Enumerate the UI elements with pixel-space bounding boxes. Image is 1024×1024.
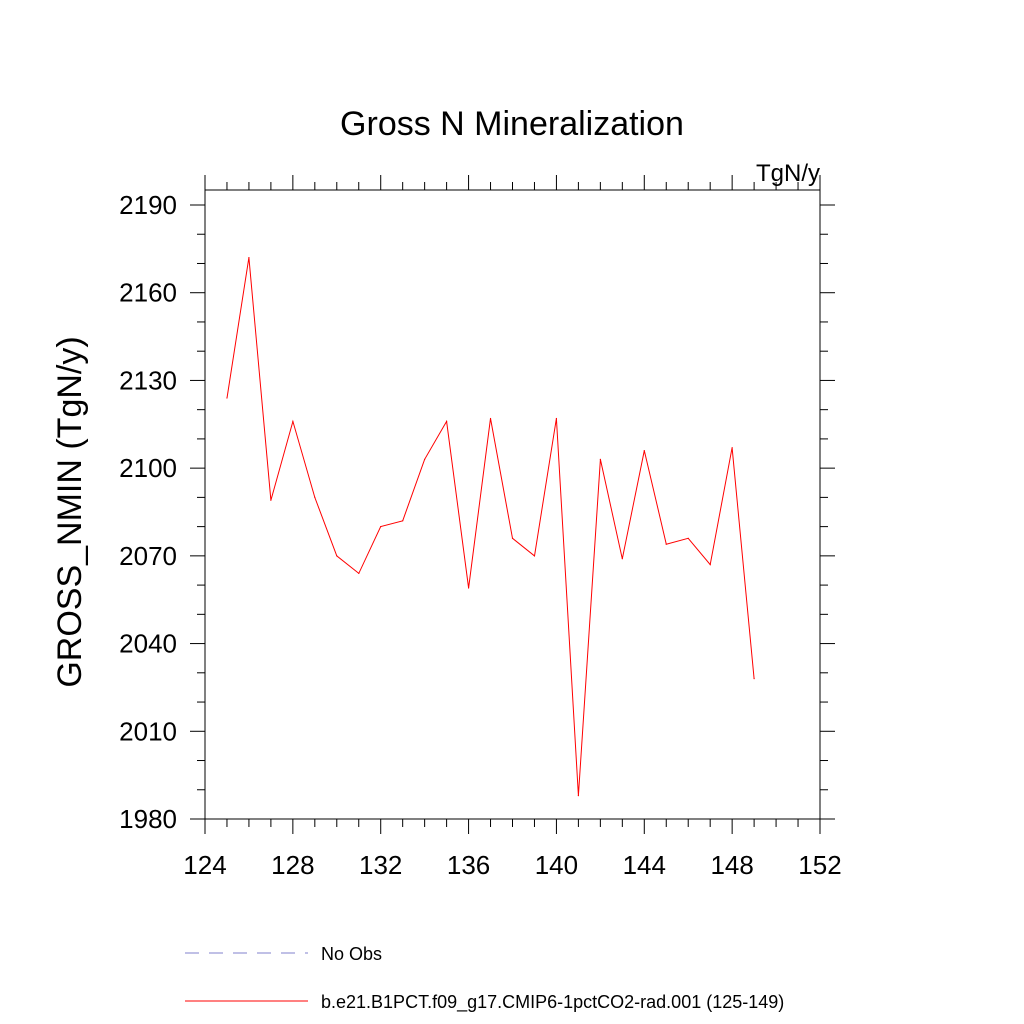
units-label: TgN/y bbox=[756, 160, 820, 187]
data-point bbox=[533, 555, 536, 557]
x-tick-label: 124 bbox=[183, 850, 226, 880]
x-tick-label: 132 bbox=[359, 850, 402, 880]
data-point bbox=[489, 417, 492, 420]
data-point bbox=[643, 450, 645, 452]
axis-ticks: 124 128 132 136 140 144 148 152 1980 2010 2040 2070… bbox=[119, 175, 842, 880]
data-point bbox=[753, 678, 755, 680]
y-tick-label: 2040 bbox=[119, 629, 177, 659]
y-tick-label: 1980 bbox=[119, 804, 177, 834]
y-tick-label: 2130 bbox=[119, 365, 177, 395]
x-tick-label: 148 bbox=[710, 850, 753, 880]
data-point bbox=[599, 458, 601, 460]
data-point bbox=[511, 537, 514, 539]
data-point bbox=[467, 587, 470, 589]
data-point bbox=[446, 420, 448, 422]
data-point bbox=[555, 417, 558, 420]
data-point bbox=[226, 397, 228, 399]
data-point bbox=[358, 572, 360, 575]
legend: No Obs b.e21.B1PCT.f09_g17.CMIP6-1pctCO2-… bbox=[185, 944, 784, 1013]
x-tick-label: 136 bbox=[447, 850, 490, 880]
data-point bbox=[577, 795, 579, 797]
y-tick-label: 2010 bbox=[119, 716, 177, 746]
data-point bbox=[292, 420, 294, 422]
y-tick-label: 2070 bbox=[119, 541, 177, 571]
data-point bbox=[665, 543, 667, 545]
plot-frame bbox=[204, 189, 821, 820]
series-layer bbox=[226, 257, 755, 797]
legend-label: b.e21.B1PCT.f09_g17.CMIP6-1pctCO2-rad.00… bbox=[321, 992, 784, 1013]
data-point bbox=[314, 496, 316, 498]
data-point bbox=[621, 558, 623, 560]
y-tick-label: 2100 bbox=[119, 453, 177, 483]
data-point bbox=[402, 520, 404, 522]
series-line bbox=[226, 257, 755, 796]
y-tick-label: 2160 bbox=[119, 278, 177, 308]
legend-label: No Obs bbox=[321, 944, 382, 964]
data-point bbox=[709, 564, 711, 566]
data-point bbox=[248, 257, 250, 259]
chart-title: Gross N Mineralization bbox=[340, 105, 684, 143]
x-tick-label: 128 bbox=[271, 850, 314, 880]
data-point bbox=[687, 537, 689, 539]
x-tick-label: 144 bbox=[623, 850, 666, 880]
data-point bbox=[380, 526, 382, 528]
data-point bbox=[270, 499, 272, 501]
x-tick-label: 152 bbox=[798, 850, 841, 880]
data-point bbox=[424, 458, 426, 460]
x-tick-label: 140 bbox=[535, 850, 578, 880]
data-point bbox=[336, 555, 338, 557]
y-tick-label: 2190 bbox=[119, 190, 177, 220]
data-point bbox=[731, 447, 733, 449]
y-axis-label: GROSS_NMIN (TgN/y) bbox=[51, 336, 89, 687]
